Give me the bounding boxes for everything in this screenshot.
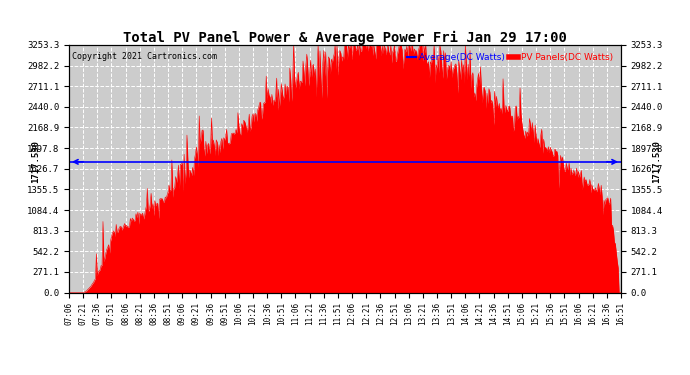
Text: 1717.530: 1717.530	[31, 140, 41, 183]
Text: 1717.530: 1717.530	[652, 140, 662, 183]
Title: Total PV Panel Power & Average Power Fri Jan 29 17:00: Total PV Panel Power & Average Power Fri…	[123, 31, 567, 45]
Text: Copyright 2021 Cartronics.com: Copyright 2021 Cartronics.com	[72, 53, 217, 62]
Legend: Average(DC Watts), PV Panels(DC Watts): Average(DC Watts), PV Panels(DC Watts)	[403, 50, 616, 66]
